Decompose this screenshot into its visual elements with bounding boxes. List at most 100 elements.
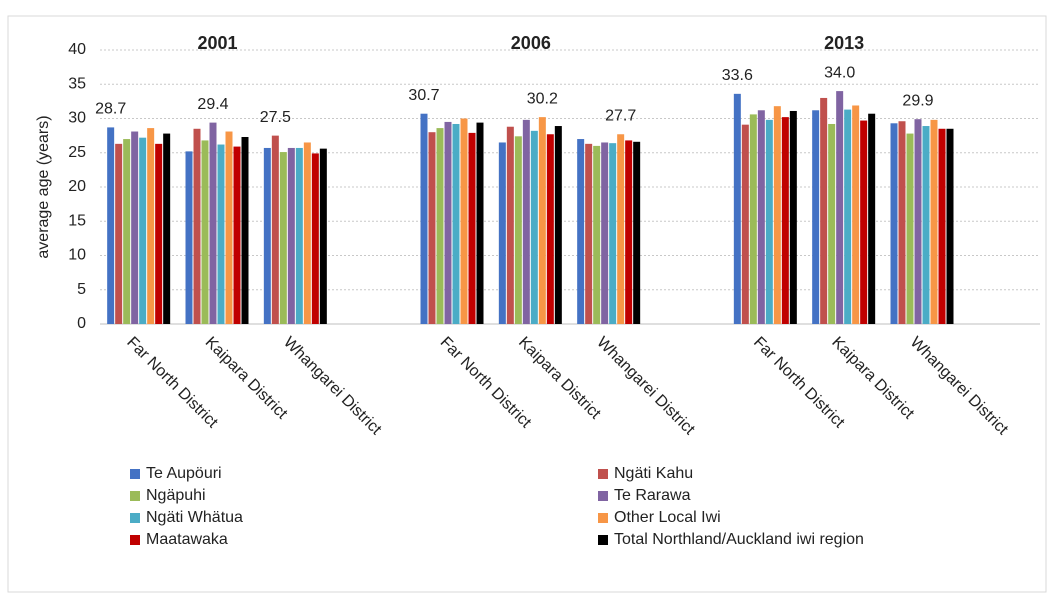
bar: [601, 142, 609, 324]
bar: [757, 110, 765, 324]
bar: [860, 120, 868, 325]
bar: [295, 147, 303, 324]
legend-label: Other Local Iwi: [614, 509, 721, 526]
y-tick-label: 10: [68, 247, 86, 264]
bar: [115, 143, 123, 324]
legend-swatch: [598, 469, 608, 479]
y-tick-label: 40: [68, 41, 86, 58]
legend-label: Ngäti Kahu: [614, 465, 693, 482]
bar: [241, 136, 249, 324]
bar: [765, 119, 773, 325]
bar: [749, 114, 757, 324]
bar: [898, 121, 906, 325]
bar: [922, 126, 930, 324]
bar: [209, 122, 217, 324]
bar: [844, 109, 852, 324]
bar: [781, 117, 789, 324]
group-label: 2001: [197, 33, 237, 53]
bar: [303, 142, 311, 324]
legend-swatch: [598, 535, 608, 545]
legend-swatch: [598, 491, 608, 501]
data-label: 27.7: [605, 107, 636, 124]
bar: [890, 123, 898, 324]
bar: [311, 153, 319, 324]
bar: [201, 140, 209, 324]
bar: [185, 151, 193, 324]
bar: [554, 126, 562, 324]
bar: [319, 148, 327, 324]
bar: [773, 106, 781, 324]
bar: [163, 133, 171, 324]
bar: [287, 147, 295, 324]
bar: [155, 143, 163, 324]
bar: [906, 133, 914, 324]
bar: [217, 144, 225, 324]
bar: [147, 128, 155, 324]
legend-swatch: [130, 469, 140, 479]
legend-swatch: [598, 513, 608, 523]
bar: [593, 145, 601, 324]
y-tick-label: 20: [68, 178, 86, 195]
bar: [546, 134, 554, 324]
legend-swatch: [130, 491, 140, 501]
bar: [530, 130, 538, 324]
y-axis-label: average age (years): [35, 115, 52, 258]
legend-label: Total Northland/Auckland iwi region: [614, 531, 864, 548]
bar: [263, 147, 271, 324]
bar: [828, 123, 836, 324]
bar: [428, 132, 436, 324]
bar: [522, 119, 530, 325]
legend-swatch: [130, 535, 140, 545]
bar: [233, 146, 241, 324]
bar: [139, 137, 147, 324]
bar: [812, 110, 820, 324]
legend-label: Te Aupöuri: [146, 465, 222, 482]
data-label: 33.6: [722, 67, 753, 84]
bar: [733, 93, 741, 324]
data-label: 34.0: [824, 64, 855, 81]
bar: [625, 140, 633, 324]
bar: [452, 123, 460, 324]
bar: [633, 141, 641, 324]
y-tick-label: 0: [77, 315, 86, 332]
bar: [444, 121, 452, 324]
legend-swatch: [130, 513, 140, 523]
legend-label: Maatawaka: [146, 531, 228, 548]
bar: [123, 139, 131, 324]
group-label: 2006: [511, 33, 551, 53]
legend-label: Ngäti Whätua: [146, 509, 243, 526]
y-tick-label: 35: [68, 75, 86, 92]
data-label: 29.9: [902, 92, 933, 109]
bar: [938, 128, 946, 324]
bar: [820, 97, 828, 324]
bar: [585, 143, 593, 324]
bar: [506, 126, 514, 324]
bar: [868, 113, 876, 324]
bar: [577, 139, 585, 324]
legend-label: Te Rarawa: [614, 487, 691, 504]
bar: [946, 128, 954, 324]
bar: [538, 117, 546, 324]
bar: [789, 110, 797, 324]
bar: [514, 136, 522, 324]
data-label: 28.7: [95, 101, 126, 118]
group-label: 2013: [824, 33, 864, 53]
data-label: 29.4: [197, 96, 228, 113]
bar: [436, 128, 444, 324]
bar: [225, 131, 233, 324]
legend-label: Ngäpuhi: [146, 487, 206, 504]
data-label: 30.2: [527, 90, 558, 107]
y-tick-label: 25: [68, 144, 86, 161]
data-label: 27.5: [260, 109, 291, 126]
bar: [930, 119, 938, 325]
bar: [617, 134, 625, 324]
bar: [836, 91, 844, 324]
bar: [498, 142, 506, 324]
bar: [476, 122, 484, 324]
bar: [914, 119, 922, 324]
bar: [107, 127, 115, 324]
bar: [741, 124, 749, 324]
bar: [609, 143, 617, 324]
y-tick-label: 15: [68, 212, 86, 229]
